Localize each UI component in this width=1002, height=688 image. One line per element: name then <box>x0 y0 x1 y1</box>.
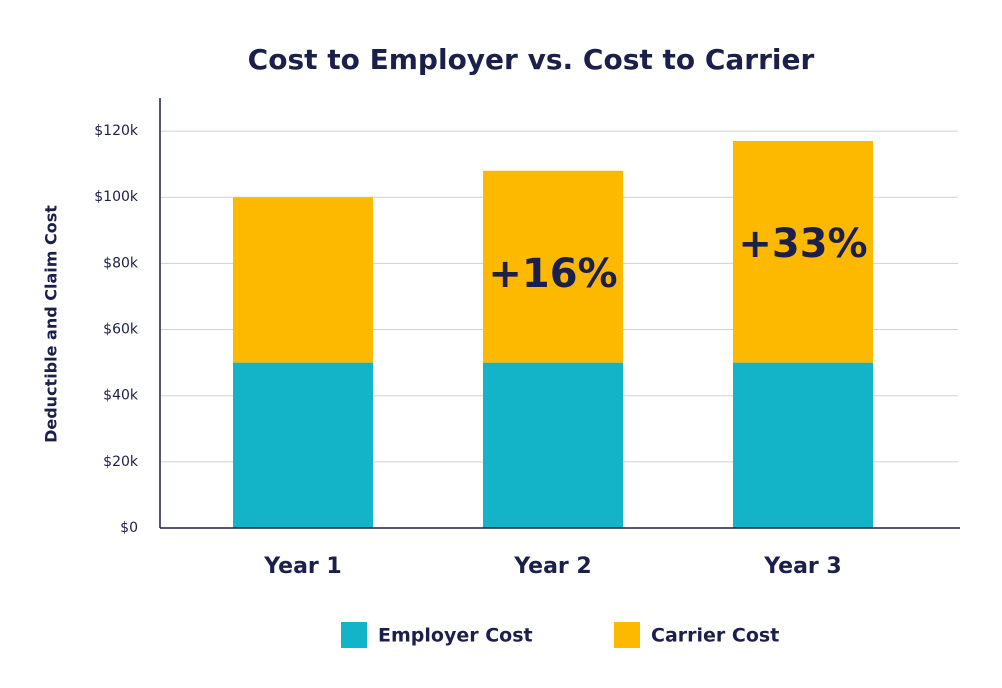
x-tick-label: Year 1 <box>263 554 342 579</box>
x-tick-label: Year 2 <box>513 554 592 579</box>
y-tick-label: $0 <box>120 520 138 536</box>
y-tick-label: $60k <box>103 322 139 338</box>
legend-label: Employer Cost <box>378 625 533 647</box>
legend-swatch <box>614 622 640 648</box>
y-tick-label: $80k <box>103 255 139 271</box>
y-tick-label: $120k <box>94 123 139 139</box>
y-tick-label: $20k <box>103 454 139 470</box>
y-tick-label: $100k <box>94 189 139 205</box>
x-tick-label: Year 3 <box>763 554 842 579</box>
annotation: +33% <box>738 221 867 267</box>
y-axis-label: Deductible and Claim Cost <box>42 205 61 443</box>
bar-segment <box>233 362 373 528</box>
bar-segment <box>233 197 373 363</box>
legend-swatch <box>341 622 367 648</box>
bar-segment <box>483 170 623 363</box>
bar-segment <box>483 362 623 528</box>
y-tick-label: $40k <box>103 388 139 404</box>
chart-title: Cost to Employer vs. Cost to Carrier <box>248 43 815 76</box>
legend-label: Carrier Cost <box>651 625 779 647</box>
annotation: +16% <box>488 251 617 297</box>
bar-segment <box>733 141 873 363</box>
bar-segment <box>733 362 873 528</box>
